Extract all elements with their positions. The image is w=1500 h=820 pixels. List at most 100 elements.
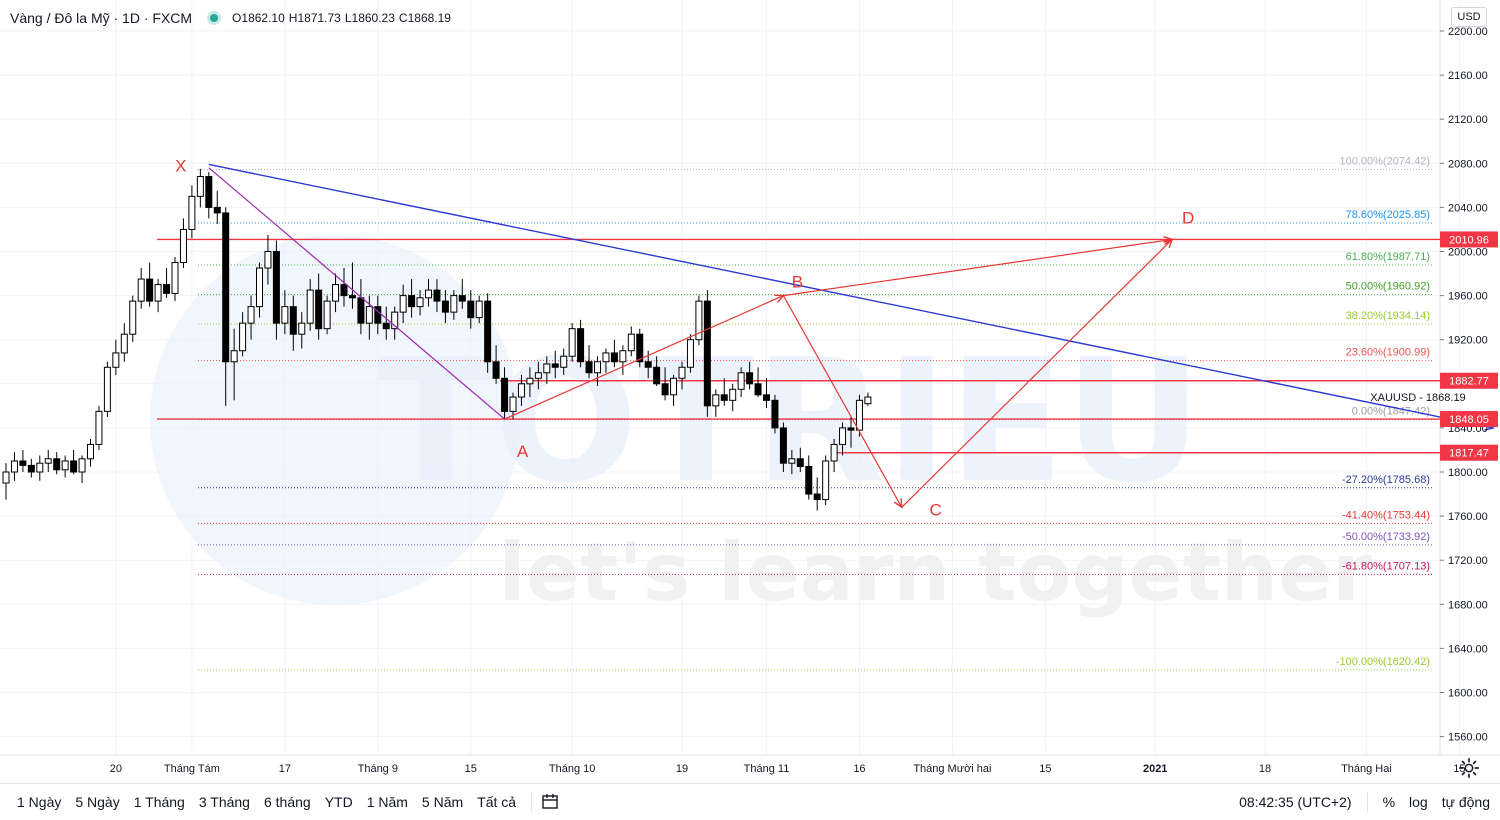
candlesticks xyxy=(2,168,872,511)
range-button[interactable]: YTD xyxy=(324,794,353,810)
price-level-tag-label: 1882.77 xyxy=(1449,376,1489,388)
candle-body xyxy=(196,176,204,197)
candle-body xyxy=(534,372,542,379)
fib-level-label: 50.00%(1960.92) xyxy=(1346,281,1430,293)
price-tick-label: 1760.00 xyxy=(1448,511,1488,523)
range-button[interactable]: 1 Tháng xyxy=(133,794,185,810)
chart-header: Vàng / Đô la Mỹ · 1D · FXCM O1862.10 H18… xyxy=(10,8,455,28)
candle-body xyxy=(712,394,720,407)
pattern-leg-cd[interactable] xyxy=(901,238,1173,508)
candle-body xyxy=(627,333,635,352)
pattern-point-label: B xyxy=(792,273,803,292)
fib-level-label: 100.00%(2074.42) xyxy=(1339,155,1430,167)
gear-icon[interactable] xyxy=(1458,757,1480,779)
price-tick-label: 2120.00 xyxy=(1448,114,1488,126)
candle-body xyxy=(441,300,449,313)
candle-body xyxy=(374,306,382,324)
candle-body xyxy=(408,295,416,308)
price-level-tag-label: 1817.47 xyxy=(1449,448,1489,460)
candle-body xyxy=(163,284,171,294)
range-button[interactable]: 1 Năm xyxy=(366,794,408,810)
price-tick-label: 1960.00 xyxy=(1448,291,1488,303)
candle-body xyxy=(813,493,821,501)
time-tick-label: 17 xyxy=(279,763,291,775)
candle-body xyxy=(796,458,804,467)
fib-level-label: -41.40%(1753.44) xyxy=(1342,509,1430,521)
pattern-point-label: D xyxy=(1182,208,1194,227)
candle-body xyxy=(847,427,855,431)
range-selector: 1 Ngày 5 Ngày 1 Tháng 3 Tháng 6 tháng YTD 1 Nă… xyxy=(0,794,523,810)
candle-body xyxy=(70,460,78,473)
pattern-leg-ab[interactable] xyxy=(504,295,784,420)
candle-body xyxy=(568,328,576,357)
time-tick-label: Tháng Mười hai xyxy=(913,763,991,775)
candle-body xyxy=(298,322,306,335)
fib-level-label: 23.60%(1900.99) xyxy=(1346,347,1430,359)
price-level-tag[interactable] xyxy=(1440,411,1498,428)
candle-body xyxy=(146,278,154,302)
price-level-tag[interactable] xyxy=(1440,231,1498,248)
market-status-dot xyxy=(210,14,219,22)
symbol-title[interactable]: Vàng / Đô la Mỹ · 1D · FXCM xyxy=(10,10,193,26)
range-button[interactable]: Tất cả xyxy=(477,794,517,810)
candle-body xyxy=(695,300,703,341)
xa-leg[interactable] xyxy=(208,167,505,420)
candle-body xyxy=(179,228,187,264)
candle-body xyxy=(594,361,601,374)
candle-body xyxy=(720,394,728,401)
pattern-arrowhead xyxy=(1163,236,1174,246)
pattern-point-label: X xyxy=(175,157,186,176)
time-tick-label: Tháng 9 xyxy=(358,763,398,775)
time-tick-label: 20 xyxy=(110,763,122,775)
price-axis[interactable]: 1560.00 1600.00 1640.00 1680.00 1720.00 1760.… xyxy=(1370,26,1498,744)
range-button[interactable]: 5 Năm xyxy=(421,794,464,810)
candle-body xyxy=(661,383,669,396)
trendline-line[interactable] xyxy=(208,163,1494,429)
current-price-label: XAUUSD - 1868.19 xyxy=(1370,392,1465,404)
range-button[interactable]: 3 Tháng xyxy=(198,794,250,810)
price-tick-label: 1600.00 xyxy=(1448,688,1488,700)
percent-scale-toggle[interactable]: % xyxy=(1382,794,1396,810)
candle-body xyxy=(61,460,69,471)
candle-body xyxy=(839,427,847,445)
candle-body xyxy=(551,363,559,368)
price-level-tag[interactable] xyxy=(1440,444,1498,461)
ohlc-open: O1862.10 xyxy=(232,11,285,25)
toolbar-divider xyxy=(1366,792,1368,812)
candle-body xyxy=(188,195,196,230)
candle-body xyxy=(509,396,517,412)
toolbar-divider xyxy=(531,792,533,812)
candle-body xyxy=(247,306,255,324)
candle-body xyxy=(805,465,813,495)
pattern-leg-bd[interactable] xyxy=(783,238,1173,297)
log-scale-toggle[interactable]: log xyxy=(1409,794,1428,810)
price-tick-label: 1800.00 xyxy=(1448,467,1488,479)
price-level-tag[interactable] xyxy=(1440,372,1498,389)
candle-body xyxy=(365,306,373,324)
price-tick-label: 2040.00 xyxy=(1448,202,1488,214)
candle-body xyxy=(78,458,86,473)
candle-body xyxy=(399,295,407,313)
clock-timezone[interactable]: 08:42:35 (UTC+2) xyxy=(1239,794,1352,810)
candle-body xyxy=(357,297,365,324)
price-tick-label: 2200.00 xyxy=(1448,26,1488,38)
fib-level-label: 0.00%(1847.42) xyxy=(1352,406,1430,418)
range-button[interactable]: 6 tháng xyxy=(263,794,311,810)
xabcd-pattern[interactable]: X A B C D xyxy=(175,157,1194,520)
candle-body xyxy=(230,350,238,363)
watermark-brand: TOTRIEU xyxy=(378,323,1203,521)
time-tick-label: Tháng Tám xyxy=(164,763,220,775)
auto-scale-toggle[interactable]: tự động xyxy=(1441,794,1490,810)
time-tick-label: 2021 xyxy=(1143,763,1167,775)
currency-button[interactable]: USD xyxy=(1451,7,1487,27)
candle-body xyxy=(636,333,644,363)
range-button[interactable]: 1 Ngày xyxy=(17,794,62,810)
time-axis[interactable]: 20 Tháng Tám 17 Tháng 9 15 Tháng 10 19 Tháng 11… xyxy=(110,763,1500,775)
price-tick-label: 1680.00 xyxy=(1448,599,1488,611)
time-tick-label: Tháng 10 xyxy=(549,763,595,775)
range-button[interactable]: 5 Ngày xyxy=(75,794,120,810)
candle-body xyxy=(154,284,162,302)
date-range-icon[interactable] xyxy=(540,792,560,812)
pattern-leg-bc[interactable] xyxy=(782,295,903,508)
